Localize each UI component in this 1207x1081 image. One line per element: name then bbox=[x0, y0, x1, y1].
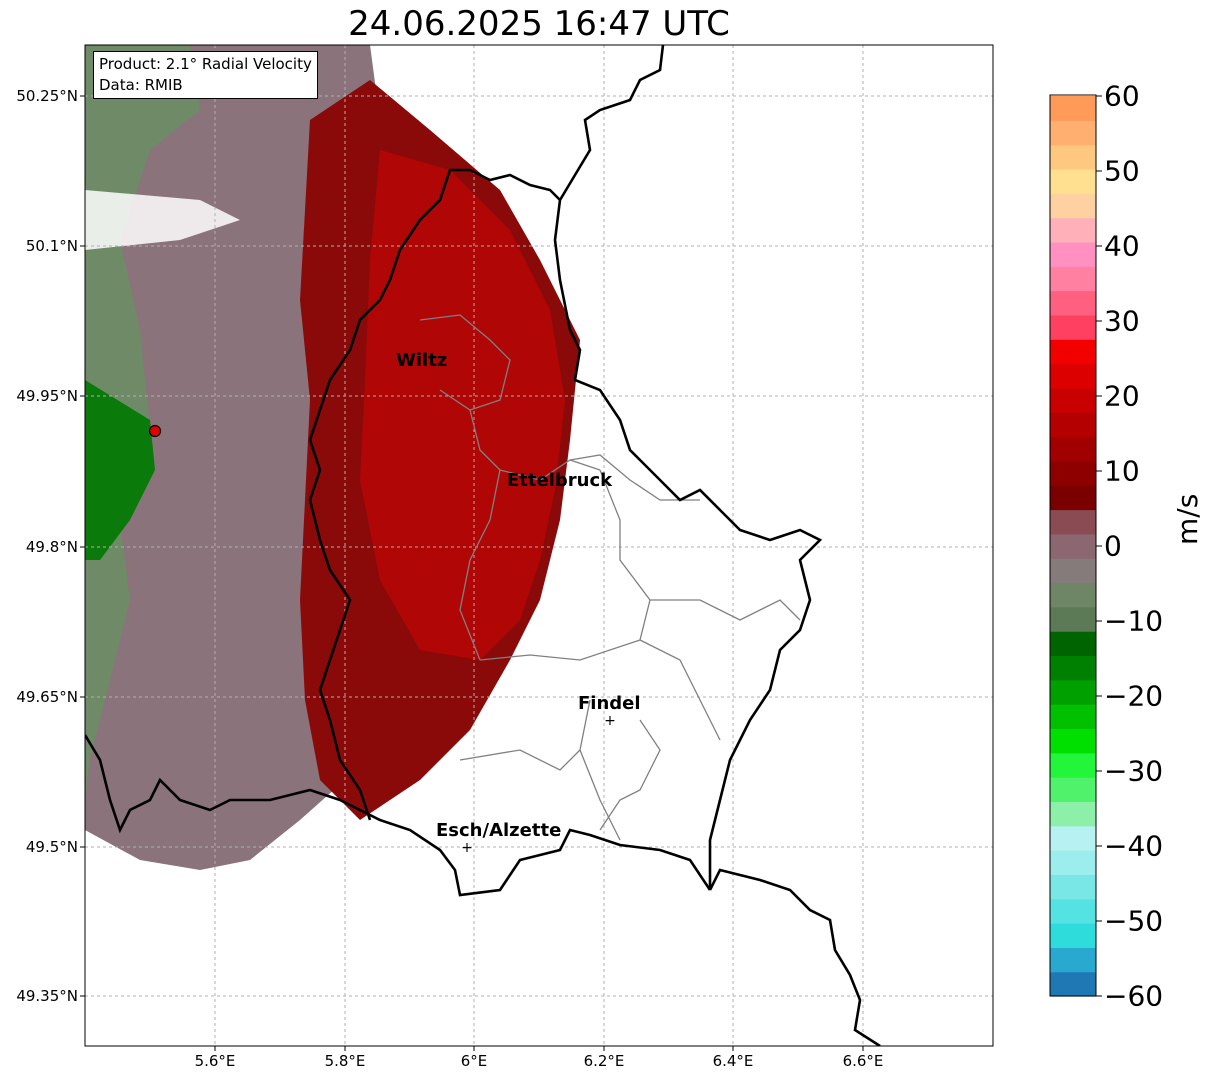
colorbar-tick: −50 bbox=[1104, 904, 1164, 938]
colorbar-segment bbox=[1050, 582, 1096, 608]
colorbar-segment bbox=[1050, 923, 1096, 948]
colorbar-segment bbox=[1050, 168, 1096, 194]
product-info-box: Product: 2.1° Radial Velocity Data: RMIB bbox=[93, 51, 318, 99]
colorbar-segment bbox=[1050, 314, 1096, 340]
colorbar-segment bbox=[1050, 655, 1096, 681]
lon-label: 5.6°E bbox=[194, 1052, 236, 1070]
colorbar-segment bbox=[1050, 193, 1096, 219]
city-label-findel: Findel bbox=[578, 693, 641, 714]
lat-label: 50.25°N bbox=[16, 87, 78, 105]
colorbar-segment bbox=[1050, 266, 1096, 292]
colorbar-tick: 40 bbox=[1104, 229, 1140, 263]
colorbar-segment bbox=[1050, 558, 1096, 584]
lon-label: 6.4°E bbox=[712, 1052, 754, 1070]
colorbar-segment bbox=[1050, 144, 1096, 170]
colorbar-tick: −10 bbox=[1104, 604, 1164, 638]
colorbar-tick: 20 bbox=[1104, 379, 1140, 413]
colorbar-segment bbox=[1050, 606, 1096, 632]
lon-label: 6.6°E bbox=[842, 1052, 884, 1070]
city-label-wiltz: Wiltz bbox=[396, 350, 448, 371]
colorbar-tick: 60 bbox=[1104, 79, 1140, 113]
colorbar-segment bbox=[1050, 485, 1096, 511]
colorbar-tick: 50 bbox=[1104, 154, 1140, 188]
colorbar-tick: −40 bbox=[1104, 829, 1164, 863]
colorbar-segment bbox=[1050, 801, 1096, 827]
colorbar-segment bbox=[1050, 850, 1096, 875]
colorbar-segment bbox=[1050, 120, 1096, 146]
velocity-echo-lightgray bbox=[85, 190, 240, 250]
colorbar-segment bbox=[1050, 971, 1096, 997]
colorbar-segment bbox=[1050, 533, 1096, 559]
map-title: 24.06.2025 16:47 UTC bbox=[348, 4, 730, 44]
colorbar-tick: 10 bbox=[1104, 454, 1140, 488]
colorbar-segment bbox=[1050, 290, 1096, 316]
colorbar-segment bbox=[1050, 339, 1096, 365]
colorbar-segment bbox=[1050, 777, 1096, 803]
radar-site-marker bbox=[148, 424, 162, 438]
colorbar-segment bbox=[1050, 436, 1096, 462]
colorbar-segment bbox=[1050, 363, 1096, 389]
colorbar-tick: −30 bbox=[1104, 754, 1164, 788]
colorbar-segment bbox=[1050, 509, 1096, 535]
colorbar-segment bbox=[1050, 874, 1096, 900]
colorbar-segment bbox=[1050, 241, 1096, 267]
colorbar-segment bbox=[1050, 825, 1096, 851]
colorbar-segment bbox=[1050, 947, 1096, 973]
colorbar-segment bbox=[1050, 387, 1096, 413]
svg-text:+: + bbox=[461, 840, 473, 856]
colorbar-tick: 0 bbox=[1104, 529, 1122, 563]
colorbar-tick: −60 bbox=[1104, 979, 1164, 1013]
lon-label: 6°E bbox=[460, 1052, 488, 1070]
lon-label: 5.8°E bbox=[324, 1052, 366, 1070]
colorbar-segment bbox=[1050, 898, 1096, 924]
colorbar-unit-label: m/s bbox=[1171, 493, 1204, 545]
lat-label: 49.95°N bbox=[16, 387, 78, 405]
colorbar-segment bbox=[1050, 752, 1096, 778]
city-label-esch-alzette: Esch/Alzette bbox=[436, 820, 562, 841]
colorbar-segment bbox=[1050, 631, 1096, 657]
lat-label: 49.5°N bbox=[25, 838, 78, 856]
data-source-label: Data: RMIB bbox=[99, 76, 183, 94]
colorbar-segment bbox=[1050, 460, 1096, 486]
colorbar-segments bbox=[1050, 96, 1096, 997]
colorbar-segment bbox=[1050, 679, 1096, 705]
colorbar-tick: 30 bbox=[1104, 304, 1140, 338]
product-label: Product: 2.1° Radial Velocity bbox=[99, 55, 312, 73]
colorbar-segment bbox=[1050, 217, 1096, 243]
city-label-ettelbruck: Ettelbruck bbox=[507, 470, 613, 491]
lat-label: 49.65°N bbox=[16, 688, 78, 706]
lat-label: 50.1°N bbox=[25, 237, 78, 255]
lon-label: 6.2°E bbox=[583, 1052, 625, 1070]
colorbar-segment bbox=[1050, 96, 1096, 121]
svg-text:+: + bbox=[604, 713, 616, 729]
colorbar-tick: −20 bbox=[1104, 679, 1164, 713]
colorbar-segment bbox=[1050, 728, 1096, 754]
velocity-echo-darkgreen bbox=[85, 380, 155, 560]
lat-label: 49.35°N bbox=[16, 987, 78, 1005]
colorbar-segment bbox=[1050, 704, 1096, 730]
colorbar-segment bbox=[1050, 412, 1096, 438]
lat-label: 49.8°N bbox=[25, 538, 78, 556]
